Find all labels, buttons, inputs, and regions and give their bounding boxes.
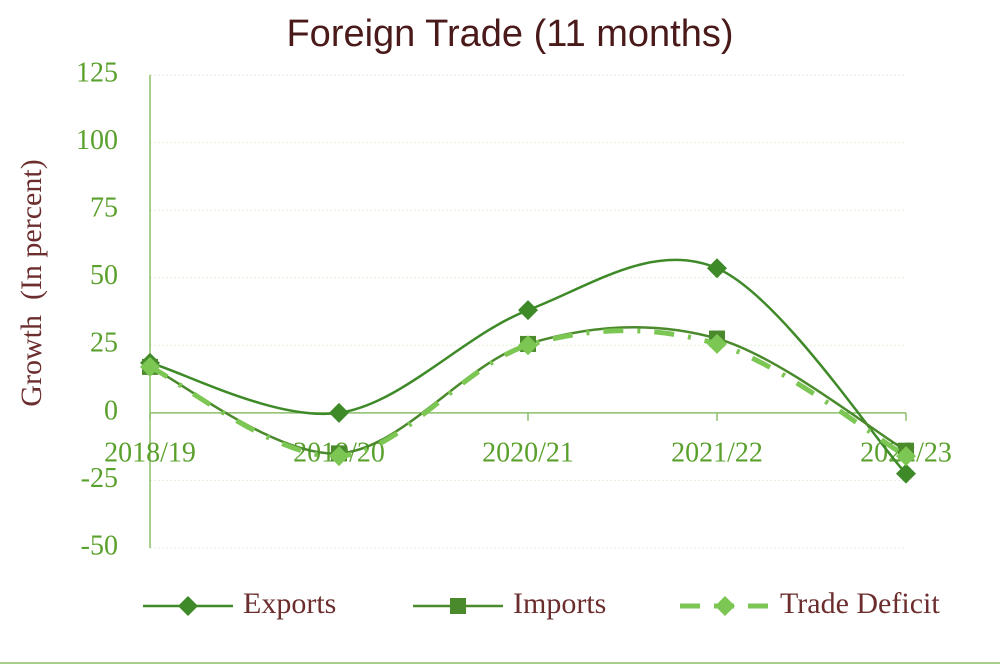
y-tick-label: 75 [90,193,118,224]
legend-label: Trade Deficit [780,587,940,620]
y-tick-label: 50 [90,260,118,291]
y-tick-label: 0 [104,395,118,426]
legend-marker [178,596,198,616]
data-point [140,356,160,377]
data-point [518,300,538,321]
data-point [896,463,916,484]
y-axis-label: Growth (In percent) [15,159,48,406]
chart-title: Foreign Trade (11 months) [286,13,733,55]
x-tick-label: 2018/19 [104,437,196,468]
data-point [329,402,349,423]
y-tick-label: 125 [76,57,118,88]
y-tick-label: -25 [81,463,118,494]
data-point [707,258,727,279]
legend-label: Imports [513,587,606,620]
y-tick-label: 25 [90,328,118,359]
data-point [329,446,349,467]
y-tick-label: 100 [76,125,118,156]
data-point [896,446,916,467]
legend-marker [450,598,466,614]
x-tick-label: 2021/22 [671,437,763,468]
data-point [707,333,727,354]
data-point [518,335,538,356]
legend-label: Exports [243,587,336,620]
legend-marker [715,596,735,616]
x-tick-label: 2020/21 [482,437,574,468]
y-tick-label: -50 [81,530,118,561]
